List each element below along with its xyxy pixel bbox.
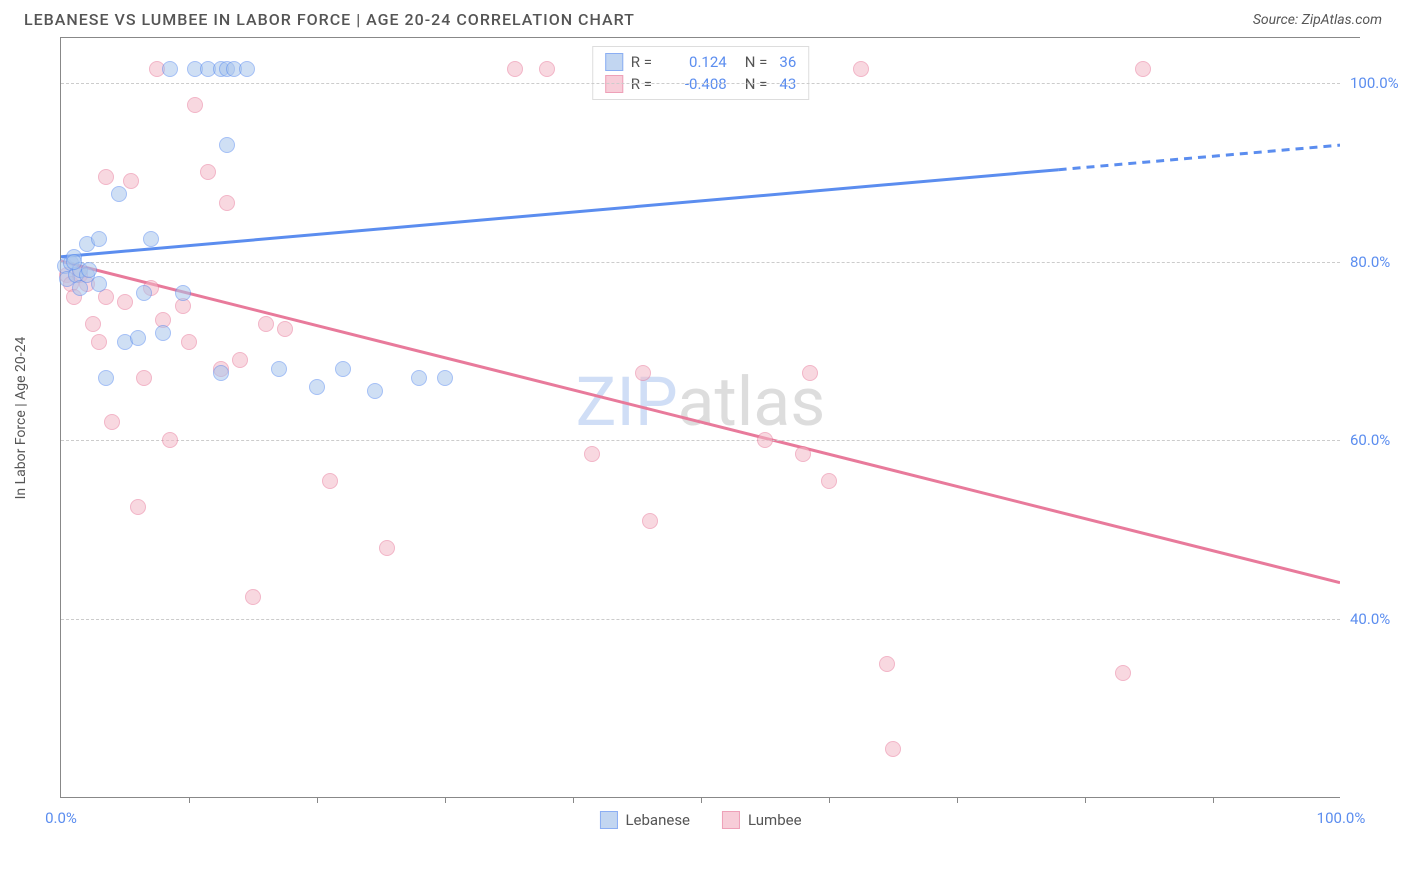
data-point: [1135, 61, 1151, 77]
data-point: [162, 432, 178, 448]
data-point: [175, 285, 191, 301]
data-point: [111, 186, 127, 202]
x-tick: [189, 797, 190, 803]
legend-label: Lebanese: [625, 811, 690, 829]
data-point: [155, 325, 171, 341]
data-point: [258, 316, 274, 332]
legend-swatch: [605, 75, 623, 93]
n-value: 36: [779, 53, 796, 71]
data-point: [1115, 665, 1131, 681]
data-point: [123, 173, 139, 189]
data-point: [309, 379, 325, 395]
data-point: [411, 370, 427, 386]
chart-title: LEBANESE VS LUMBEE IN LABOR FORCE | AGE …: [24, 10, 635, 29]
x-tick: [317, 797, 318, 803]
x-tick: [1213, 797, 1214, 803]
data-point: [66, 254, 82, 270]
data-point: [91, 231, 107, 247]
data-point: [239, 61, 255, 77]
y-tick-label: 80.0%: [1350, 253, 1406, 271]
data-point: [802, 365, 818, 381]
data-point: [213, 365, 229, 381]
legend-item: Lebanese: [599, 811, 690, 829]
gridline: [61, 440, 1340, 441]
legend-row: R = -0.408 N = 43: [605, 73, 797, 95]
data-point: [335, 361, 351, 377]
data-point: [635, 365, 651, 381]
data-point: [104, 414, 120, 430]
data-point: [584, 446, 600, 462]
data-point: [136, 370, 152, 386]
data-point: [219, 195, 235, 211]
data-point: [91, 276, 107, 292]
x-tick: [957, 797, 958, 803]
data-point: [757, 432, 773, 448]
x-tick-label: 0.0%: [45, 809, 77, 827]
data-point: [181, 334, 197, 350]
chart-source: Source: ZipAtlas.com: [1253, 12, 1382, 28]
data-point: [322, 473, 338, 489]
gridline: [61, 83, 1340, 84]
data-point: [130, 330, 146, 346]
correlation-legend: R = 0.124 N = 36 R = -0.408 N = 43: [592, 46, 810, 100]
x-tick: [829, 797, 830, 803]
r-value: 0.124: [667, 53, 727, 71]
watermark: ZIPatlas: [576, 362, 826, 442]
data-point: [885, 741, 901, 757]
data-point: [143, 231, 159, 247]
gridline: [61, 262, 1340, 263]
gridline: [61, 619, 1340, 620]
legend-row: R = 0.124 N = 36: [605, 51, 797, 73]
trend-lines: [61, 38, 1340, 797]
legend-swatch: [722, 811, 740, 829]
x-tick: [445, 797, 446, 803]
r-label: R =: [631, 53, 659, 71]
data-point: [91, 334, 107, 350]
y-tick-label: 100.0%: [1350, 74, 1406, 92]
data-point: [98, 370, 114, 386]
data-point: [367, 383, 383, 399]
chart-container: In Labor Force | Age 20-24 ZIPatlas R =0…: [60, 37, 1360, 827]
data-point: [277, 321, 293, 337]
data-point: [136, 285, 152, 301]
legend-label: Lumbee: [748, 811, 802, 829]
data-point: [117, 294, 133, 310]
data-point: [853, 61, 869, 77]
x-tick-label: 100.0%: [1317, 809, 1366, 827]
data-point: [219, 137, 235, 153]
legend-swatch: [599, 811, 617, 829]
x-tick: [1085, 797, 1086, 803]
legend-swatch: [605, 53, 623, 71]
data-point: [642, 513, 658, 529]
r-value: -0.408: [667, 75, 727, 93]
data-point: [437, 370, 453, 386]
data-point: [98, 169, 114, 185]
n-label: N =: [745, 53, 768, 71]
n-value: 43: [779, 75, 796, 93]
data-point: [821, 473, 837, 489]
y-axis-title: In Labor Force | Age 20-24: [13, 336, 29, 499]
data-point: [130, 499, 146, 515]
data-point: [187, 97, 203, 113]
data-point: [245, 589, 261, 605]
data-point: [200, 164, 216, 180]
n-label: N =: [745, 75, 768, 93]
plot-area: In Labor Force | Age 20-24 ZIPatlas R =0…: [60, 38, 1340, 798]
data-point: [379, 540, 395, 556]
series-legend: Lebanese Lumbee: [599, 811, 801, 829]
x-tick: [701, 797, 702, 803]
data-point: [232, 352, 248, 368]
legend-item: Lumbee: [722, 811, 802, 829]
y-tick-label: 60.0%: [1350, 431, 1406, 449]
data-point: [271, 361, 287, 377]
data-point: [507, 61, 523, 77]
x-tick: [573, 797, 574, 803]
r-label: R =: [631, 75, 659, 93]
y-tick-label: 40.0%: [1350, 610, 1406, 628]
data-point: [162, 61, 178, 77]
data-point: [795, 446, 811, 462]
data-point: [85, 316, 101, 332]
data-point: [879, 656, 895, 672]
data-point: [539, 61, 555, 77]
